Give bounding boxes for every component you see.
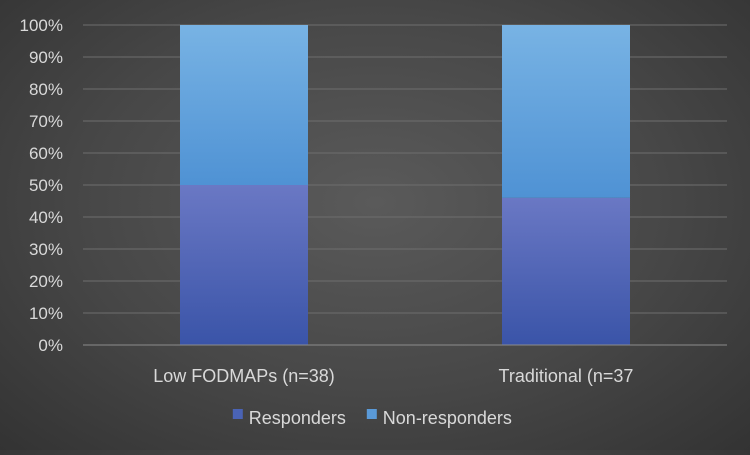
y-tick-label: 10% xyxy=(29,304,63,323)
legend-swatch xyxy=(366,409,377,419)
y-tick-label: 70% xyxy=(29,112,63,131)
bar-responders xyxy=(180,185,308,345)
y-tick-label: 100% xyxy=(20,16,63,35)
y-tick-label: 80% xyxy=(29,80,63,99)
gridlines xyxy=(83,24,727,314)
legend-label: Non-responders xyxy=(383,408,512,428)
bar-responders xyxy=(502,197,630,345)
legend-swatch xyxy=(232,409,243,419)
y-tick-label: 30% xyxy=(29,240,63,259)
legend-label: Responders xyxy=(249,408,346,428)
y-tick-label: 60% xyxy=(29,144,63,163)
legend: Responders Non-responders xyxy=(232,408,512,428)
bar-non-responders xyxy=(502,25,630,198)
y-tick-label: 90% xyxy=(29,48,63,67)
y-tick-label: 50% xyxy=(29,176,63,195)
bars xyxy=(180,25,630,345)
y-tick-label: 0% xyxy=(38,336,63,355)
y-tick-label: 40% xyxy=(29,208,63,227)
bar-non-responders xyxy=(180,25,308,185)
x-axis-ticks: Low FODMAPs (n=38) Traditional (n=37 xyxy=(153,366,633,386)
x-tick-label: Low FODMAPs (n=38) xyxy=(153,366,335,386)
y-tick-label: 20% xyxy=(29,272,63,291)
x-tick-label: Traditional (n=37 xyxy=(499,366,634,386)
y-axis-ticks: 0% 10% 20% 30% 40% 50% 60% 70% 80% 90% 100% xyxy=(20,16,63,355)
